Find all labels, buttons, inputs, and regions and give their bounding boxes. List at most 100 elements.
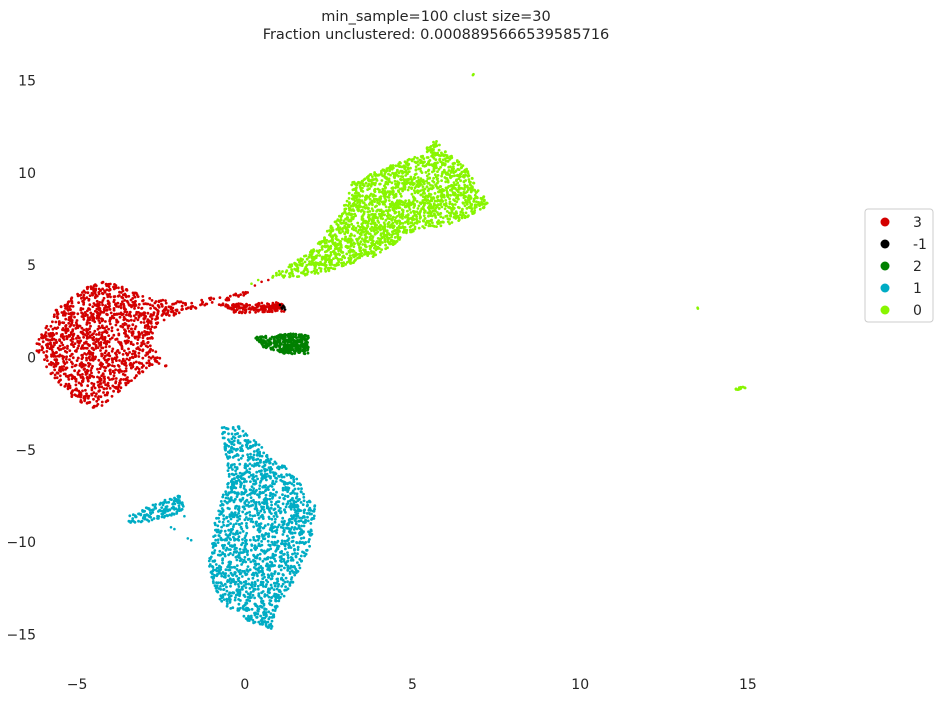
data-point: [234, 480, 238, 483]
data-point: [275, 582, 278, 585]
data-point: [251, 576, 255, 580]
data-point: [358, 248, 362, 252]
data-point: [248, 471, 252, 474]
data-point: [347, 191, 351, 195]
data-point: [306, 351, 310, 355]
data-point: [73, 315, 76, 319]
data-point: [292, 500, 296, 504]
data-point: [99, 382, 103, 385]
data-point: [37, 338, 41, 341]
data-point: [352, 241, 356, 245]
data-point: [309, 528, 313, 532]
data-point: [444, 150, 447, 154]
data-point: [267, 278, 270, 282]
data-point: [72, 324, 76, 327]
data-point: [427, 214, 430, 218]
data-point: [277, 599, 281, 603]
data-point: [64, 366, 68, 370]
data-point: [244, 534, 248, 537]
data-point: [211, 565, 215, 569]
data-point: [88, 373, 92, 377]
data-point: [413, 155, 417, 159]
data-point: [96, 311, 99, 315]
data-point: [229, 584, 232, 588]
data-point: [77, 301, 80, 304]
data-point: [106, 381, 110, 385]
data-point: [354, 226, 358, 230]
data-point: [238, 559, 242, 563]
data-point: [89, 324, 92, 328]
data-point: [302, 511, 306, 515]
data-point: [254, 539, 257, 542]
data-point: [151, 355, 155, 359]
data-point: [280, 520, 284, 524]
data-point: [259, 305, 263, 308]
data-point: [444, 180, 448, 184]
data-point: [309, 522, 313, 525]
data-point: [143, 517, 147, 521]
data-point: [459, 191, 463, 195]
data-point: [377, 221, 381, 224]
data-point: [416, 207, 420, 210]
data-point: [470, 209, 473, 213]
data-point: [224, 298, 228, 302]
data-point: [284, 505, 288, 509]
data-point: [81, 347, 85, 350]
data-point: [108, 322, 112, 326]
data-point: [255, 501, 258, 504]
data-point: [316, 271, 320, 275]
data-point: [127, 336, 131, 339]
data-point: [245, 572, 249, 576]
data-point: [108, 337, 112, 341]
data-point: [260, 543, 264, 547]
data-point: [280, 475, 284, 479]
data-point: [50, 348, 54, 351]
data-point: [85, 356, 88, 360]
data-point: [112, 377, 115, 381]
data-point: [144, 324, 148, 328]
data-point: [223, 582, 227, 586]
data-point: [73, 369, 76, 373]
data-point: [226, 535, 230, 539]
data-point: [156, 311, 160, 315]
data-point: [252, 589, 255, 593]
data-point: [289, 564, 293, 568]
data-point: [327, 268, 330, 272]
data-point: [266, 310, 269, 313]
data-point: [435, 140, 438, 143]
data-point: [216, 541, 220, 544]
data-point: [120, 345, 124, 349]
series-3: [35, 278, 286, 409]
data-point: [103, 354, 107, 358]
data-point: [63, 372, 67, 376]
data-point: [295, 527, 299, 531]
data-point: [89, 369, 93, 372]
data-point: [384, 218, 388, 222]
data-point: [432, 180, 436, 184]
data-point: [235, 550, 239, 553]
data-point: [149, 347, 153, 351]
data-point: [232, 308, 236, 311]
data-point: [250, 464, 254, 467]
data-point: [256, 457, 260, 461]
data-point: [408, 225, 412, 229]
data-point: [221, 520, 225, 524]
data-point: [70, 360, 73, 364]
data-point: [48, 362, 51, 366]
data-point: [286, 351, 290, 354]
data-point: [272, 581, 276, 585]
data-point: [286, 564, 290, 568]
data-point: [63, 304, 67, 308]
data-point: [220, 574, 224, 578]
data-point: [280, 539, 284, 543]
data-point: [254, 556, 258, 560]
data-point: [78, 362, 82, 366]
data-point: [103, 326, 106, 330]
series--1: [278, 303, 287, 311]
data-point: [265, 562, 269, 566]
data-point: [110, 394, 114, 398]
data-point: [119, 386, 123, 390]
data-point: [276, 337, 279, 341]
data-point: [244, 443, 248, 447]
data-point: [135, 293, 139, 296]
